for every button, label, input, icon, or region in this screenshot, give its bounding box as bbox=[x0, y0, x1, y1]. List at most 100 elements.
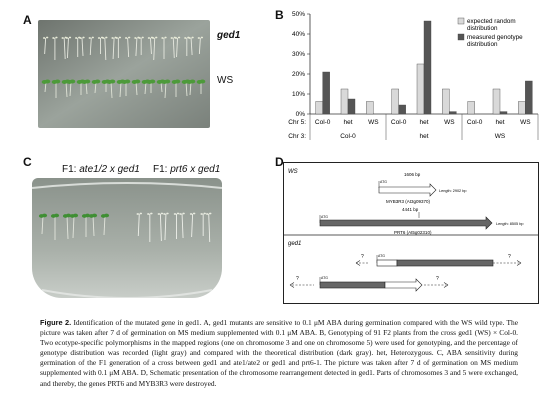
chr3-group-label: Col-0 bbox=[340, 133, 356, 140]
seedling-leaf bbox=[91, 213, 98, 218]
seedling-root bbox=[164, 81, 167, 99]
seedling-leaf bbox=[197, 37, 201, 39]
bar-expected bbox=[366, 101, 374, 115]
seedling-leaf bbox=[170, 37, 173, 39]
seedling-leaf bbox=[200, 213, 203, 215]
prt6-atg: ATG bbox=[321, 215, 328, 219]
seedling-root bbox=[135, 37, 138, 57]
genotype-bar-chart: 0% 10% 20% 30% 40% 50% Col-0 het WS Col-0 het WS Co… bbox=[288, 11, 539, 140]
bar-measured bbox=[347, 98, 356, 115]
seedling-leaf bbox=[184, 37, 187, 39]
seedling-leaf bbox=[173, 213, 177, 215]
plate-photo-c bbox=[32, 178, 222, 298]
panel-c-letter: C bbox=[23, 155, 32, 169]
seedling-leaf bbox=[141, 36, 144, 39]
seedling-leaf bbox=[134, 79, 141, 84]
bar-expected bbox=[467, 101, 475, 115]
bar-measured bbox=[322, 71, 330, 115]
legend-label: measured genotype bbox=[467, 34, 523, 41]
seedling-leaf bbox=[61, 37, 64, 39]
seedling-root bbox=[81, 37, 84, 57]
seedling-leaf bbox=[118, 36, 122, 39]
seedling-root bbox=[176, 37, 178, 58]
legend-label-cont: distribution bbox=[467, 25, 498, 32]
ged1-q2: ? bbox=[508, 254, 511, 260]
seedling-root bbox=[159, 213, 162, 242]
seedling-root bbox=[66, 215, 69, 240]
seedling-root bbox=[181, 213, 184, 239]
seedling-leaf bbox=[115, 37, 119, 39]
seedling-root bbox=[135, 81, 138, 96]
bar-measured bbox=[525, 80, 533, 115]
ws-label: WS bbox=[288, 169, 298, 175]
seedling-leaf bbox=[191, 36, 194, 39]
y-tick-label: 10% bbox=[292, 91, 305, 98]
seedling-root bbox=[191, 213, 194, 238]
seedling-root bbox=[189, 81, 192, 96]
seedling-leaf bbox=[91, 36, 94, 39]
seedling-leaf bbox=[65, 37, 69, 39]
ged1-q4: ? bbox=[436, 276, 439, 282]
seedling-leaf bbox=[157, 213, 161, 215]
seedling-root bbox=[185, 81, 188, 97]
seedling-root bbox=[119, 81, 122, 98]
chr5-tick-label: Col-0 bbox=[391, 119, 407, 126]
seedling-leaf bbox=[163, 213, 166, 215]
seedling-leaf bbox=[147, 213, 150, 215]
seedling-root bbox=[69, 81, 72, 97]
panel-a-letter: A bbox=[23, 13, 32, 27]
ged1-prt6-fragment-2 bbox=[319, 281, 386, 289]
seedling-leaf bbox=[105, 36, 108, 39]
seedling-root bbox=[112, 37, 115, 60]
seedling-root bbox=[127, 37, 130, 58]
seedling-leaf bbox=[109, 79, 116, 84]
seedling-leaf bbox=[97, 37, 101, 39]
seedling-root bbox=[110, 81, 113, 99]
cross-ate-name: ate1/2 x ged1 bbox=[79, 164, 140, 175]
seedling-leaf bbox=[152, 37, 155, 39]
legend-label: expected random bbox=[467, 18, 516, 25]
seedling-leaf bbox=[53, 213, 60, 218]
seedling-leaf bbox=[139, 212, 143, 215]
cross-prt6-name: prt6 x ged1 bbox=[170, 164, 221, 175]
legend-swatch bbox=[457, 33, 465, 41]
cross-prt6-label: F1: prt6 x ged1 bbox=[153, 164, 220, 175]
ged1-myb-fragment bbox=[376, 259, 398, 267]
seedling-leaf bbox=[84, 213, 91, 218]
seedling-root bbox=[44, 37, 47, 55]
seedling-leaf bbox=[192, 212, 196, 215]
seedling-root bbox=[41, 215, 44, 235]
label-ws: WS bbox=[217, 75, 234, 86]
seedling-leaf bbox=[174, 79, 181, 84]
seedling-leaf bbox=[189, 213, 193, 215]
prt6-gene-name: PRT6 (At5g02310) bbox=[394, 230, 432, 235]
bar-measured bbox=[449, 111, 457, 115]
seedling-leaf bbox=[134, 37, 137, 39]
chr5-tick-label: Col-0 bbox=[315, 119, 331, 126]
seedling-leaf bbox=[127, 36, 131, 39]
seedling-leaf bbox=[164, 79, 171, 84]
seedling-root bbox=[150, 37, 152, 55]
cross-ate-label: F1: ate1/2 x ged1 bbox=[62, 164, 140, 175]
ged1-q1: ? bbox=[361, 254, 364, 260]
ged1-prt6-fragment-1 bbox=[396, 259, 494, 267]
myb-gene-name: MYB3R3 (At3g09370) bbox=[386, 199, 431, 204]
seedling-leaf bbox=[200, 36, 204, 39]
bar-measured bbox=[499, 111, 508, 115]
seedling-leaf bbox=[41, 213, 48, 218]
seedling-root bbox=[89, 37, 92, 56]
bar-expected bbox=[518, 101, 526, 115]
seedling-leaf bbox=[55, 36, 58, 39]
seedling-leaf bbox=[147, 37, 151, 39]
bar-expected bbox=[492, 88, 501, 115]
seedling-leaf bbox=[136, 213, 140, 215]
seedling-leaf bbox=[203, 212, 206, 215]
seedling-leaf bbox=[124, 37, 128, 39]
seedling-leaf bbox=[199, 79, 206, 84]
seedling-root bbox=[63, 37, 66, 60]
rearrangement-diagram: WS ged1 ATG 1606 bp Length: 2902 bp MYB3… bbox=[283, 162, 539, 304]
seedling-leaf bbox=[174, 37, 178, 39]
seedling-leaf bbox=[166, 212, 169, 215]
seedling-root bbox=[92, 215, 95, 237]
seedling-leaf bbox=[102, 37, 105, 39]
